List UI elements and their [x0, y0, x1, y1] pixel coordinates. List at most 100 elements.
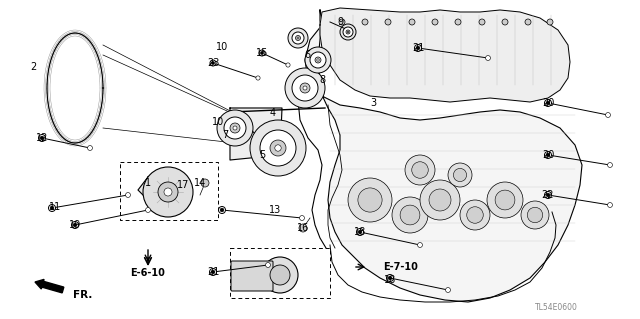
Circle shape [50, 206, 54, 210]
Circle shape [400, 205, 420, 225]
Polygon shape [138, 177, 175, 200]
Circle shape [358, 230, 362, 234]
Circle shape [415, 44, 422, 51]
Circle shape [417, 242, 422, 248]
Circle shape [467, 207, 483, 223]
Circle shape [455, 19, 461, 25]
Text: 5: 5 [259, 150, 265, 160]
Circle shape [432, 19, 438, 25]
Circle shape [453, 168, 467, 182]
Circle shape [545, 191, 552, 198]
Circle shape [412, 162, 428, 178]
Polygon shape [305, 10, 582, 302]
Circle shape [525, 19, 531, 25]
Circle shape [288, 28, 308, 48]
Text: 1: 1 [145, 178, 151, 188]
Circle shape [73, 223, 77, 227]
Circle shape [224, 117, 246, 139]
Text: 12: 12 [36, 133, 48, 143]
Text: 6: 6 [304, 50, 310, 60]
Circle shape [347, 31, 349, 33]
Circle shape [409, 19, 415, 25]
Circle shape [420, 180, 460, 220]
Circle shape [220, 208, 224, 212]
Circle shape [145, 208, 150, 212]
Circle shape [296, 35, 301, 41]
Circle shape [358, 188, 382, 212]
Circle shape [348, 178, 392, 222]
Text: 4: 4 [270, 108, 276, 118]
Text: 18: 18 [354, 227, 366, 237]
Circle shape [217, 110, 253, 146]
Text: 20: 20 [542, 98, 554, 108]
Circle shape [362, 19, 368, 25]
FancyArrow shape [35, 279, 64, 293]
Circle shape [605, 113, 611, 117]
Circle shape [448, 163, 472, 187]
Circle shape [305, 47, 331, 73]
Text: E-7-10: E-7-10 [383, 262, 418, 272]
Circle shape [546, 193, 550, 197]
Circle shape [158, 182, 178, 202]
Circle shape [445, 287, 451, 293]
Text: 17: 17 [177, 180, 189, 190]
Circle shape [266, 263, 271, 267]
Circle shape [125, 193, 131, 197]
Circle shape [387, 275, 394, 281]
Text: 23: 23 [207, 58, 219, 68]
Circle shape [230, 123, 240, 133]
Text: 14: 14 [194, 178, 206, 188]
Circle shape [340, 24, 356, 40]
Text: 16: 16 [297, 223, 309, 233]
Circle shape [303, 86, 307, 90]
Text: E-6-10: E-6-10 [131, 268, 165, 278]
Circle shape [546, 101, 550, 105]
Circle shape [356, 228, 364, 235]
Text: 18: 18 [384, 275, 396, 285]
Circle shape [607, 203, 612, 207]
Circle shape [286, 63, 290, 67]
Text: 9: 9 [337, 17, 343, 27]
Circle shape [275, 145, 281, 151]
Circle shape [300, 83, 310, 93]
Circle shape [545, 100, 552, 107]
Circle shape [285, 68, 325, 108]
Circle shape [495, 190, 515, 210]
Circle shape [259, 50, 265, 56]
Circle shape [256, 76, 260, 80]
Text: 22: 22 [541, 190, 554, 200]
Circle shape [297, 37, 299, 39]
Circle shape [299, 224, 307, 232]
Circle shape [429, 189, 451, 211]
Circle shape [388, 276, 392, 280]
Text: 3: 3 [370, 98, 376, 108]
Circle shape [300, 216, 305, 220]
Circle shape [502, 19, 508, 25]
Circle shape [164, 188, 172, 196]
Circle shape [343, 27, 353, 37]
Circle shape [479, 19, 485, 25]
Circle shape [310, 52, 326, 68]
Circle shape [317, 59, 319, 61]
Text: 11: 11 [49, 202, 61, 212]
Circle shape [209, 269, 216, 276]
Circle shape [218, 206, 225, 213]
Circle shape [315, 57, 321, 63]
Circle shape [545, 152, 552, 159]
Circle shape [211, 270, 215, 274]
Circle shape [72, 221, 79, 228]
Circle shape [521, 201, 549, 229]
Circle shape [270, 265, 290, 285]
Text: 10: 10 [212, 117, 224, 127]
Circle shape [233, 126, 237, 130]
Circle shape [486, 56, 490, 60]
Circle shape [292, 75, 318, 101]
Text: 7: 7 [222, 130, 228, 140]
Circle shape [201, 179, 209, 187]
Circle shape [270, 140, 286, 156]
Circle shape [607, 163, 612, 167]
Polygon shape [320, 8, 570, 102]
Text: TL54E0600: TL54E0600 [535, 303, 578, 313]
Circle shape [260, 51, 264, 55]
Circle shape [143, 167, 193, 217]
